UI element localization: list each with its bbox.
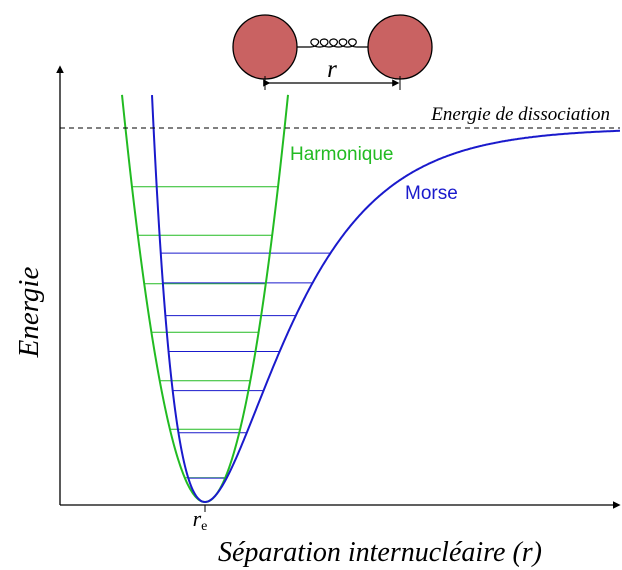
harmonic-curve	[122, 95, 288, 502]
energy-levels	[132, 187, 330, 478]
x-title: Séparation internucléaire (r)	[218, 537, 542, 568]
atom	[233, 15, 297, 79]
atom	[368, 15, 432, 79]
re-subscript: e	[201, 519, 207, 534]
dissociation-label: Energie de dissociation	[430, 104, 610, 125]
spring	[297, 39, 368, 47]
diagram: Energie de dissociation Harmonique Morse…	[0, 0, 622, 570]
y-title: Energie	[13, 267, 45, 359]
harmonic-label: Harmonique	[290, 144, 394, 165]
morse-label: Morse	[405, 183, 458, 204]
bond-label: r	[327, 56, 337, 83]
